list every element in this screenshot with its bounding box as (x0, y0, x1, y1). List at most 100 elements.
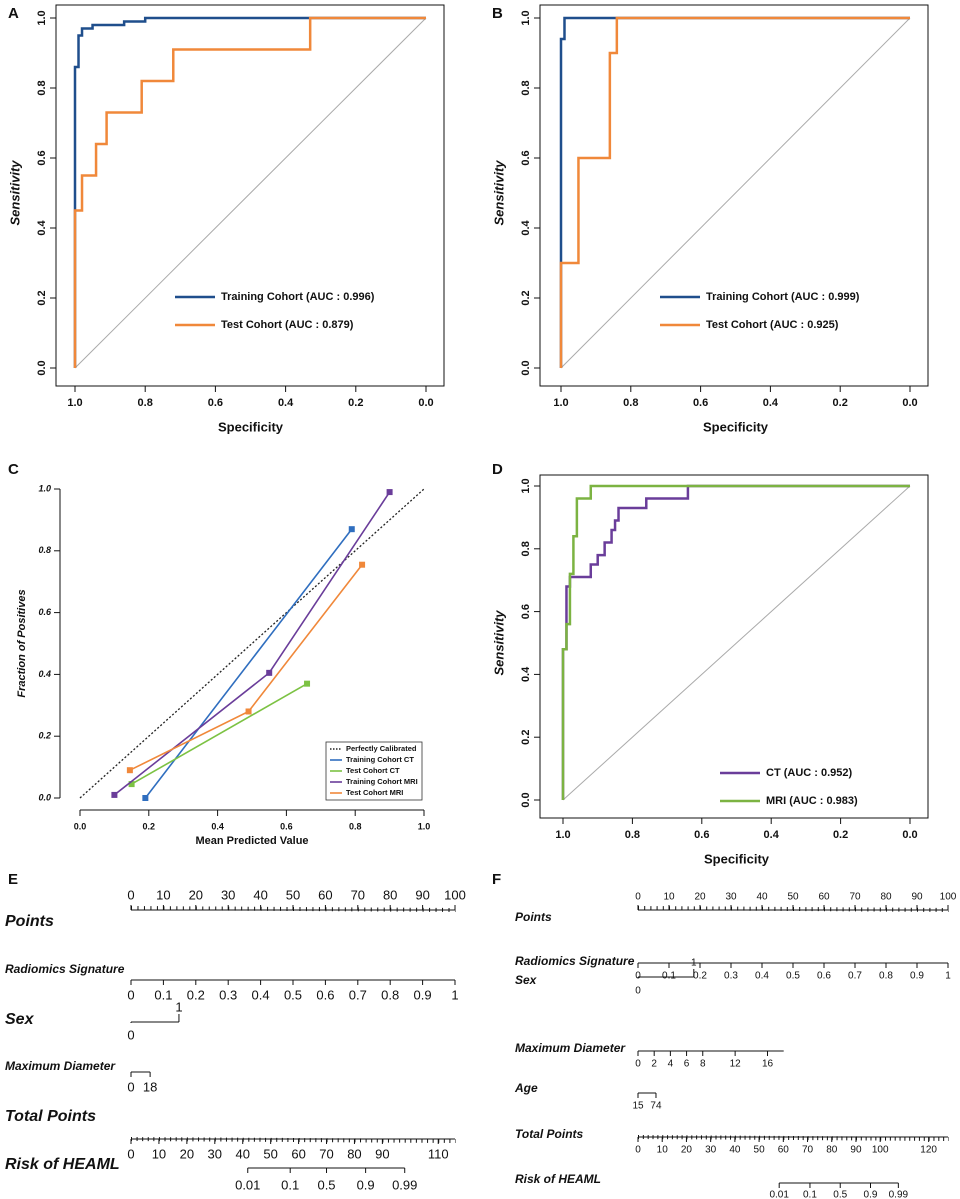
row-tick-label: 40 (729, 1145, 741, 1156)
reference-diagonal (562, 485, 911, 801)
row-tick-label: 12 (730, 1059, 742, 1070)
row-tick-label: 0 (635, 1059, 641, 1070)
y-tick-label: 0.2 (38, 731, 51, 741)
x-tick-label: 0.2 (833, 829, 848, 841)
plot-frame (55, 4, 445, 387)
row-name: Sex (515, 973, 538, 987)
row-tick-label: 0.1 (662, 971, 676, 982)
series-line (144, 528, 353, 799)
x-tick-label: 0.6 (693, 397, 708, 409)
legend-label: MRI (AUC : 0.983) (766, 795, 858, 807)
row-tick-label: 60 (818, 892, 830, 903)
row-tick-label: 70 (319, 1146, 333, 1161)
point-marker (266, 669, 273, 676)
x-tick-label: 0.8 (623, 397, 638, 409)
row-tick-label: 0.01 (769, 1190, 789, 1199)
legend-label: Perfectly Calibrated (346, 744, 417, 753)
row-tick-label: 0.4 (755, 971, 769, 982)
row-tick-label: 50 (286, 887, 300, 902)
row-tick-label: 0.5 (284, 987, 302, 1002)
legend-label: Training Cohort MRI (346, 777, 418, 786)
y-tick-label: 0.8 (520, 80, 532, 95)
row-tick-label: 0.1 (803, 1190, 817, 1199)
x-tick-label: 1.0 (555, 829, 570, 841)
x-tick-label: 0.6 (694, 829, 709, 841)
row-tick-label: 30 (208, 1146, 222, 1161)
row-tick-label: 10 (156, 887, 170, 902)
row-tick-label: 16 (762, 1059, 774, 1070)
row-tick-label: 0.9 (910, 971, 924, 982)
legend-label: Training Cohort (AUC : 0.996) (221, 291, 375, 303)
x-tick-label: 0.8 (138, 397, 153, 409)
row-tick-label: 10 (152, 1146, 166, 1161)
row-tick-label: 100 (872, 1145, 889, 1156)
reference-diagonal (74, 17, 427, 369)
row-tick-label: 0.9 (414, 987, 432, 1002)
y-tick-label: 0.2 (520, 290, 532, 305)
y-tick-label: 0.4 (520, 666, 532, 682)
x-tick-label: 0.4 (763, 397, 779, 409)
panel-letter: A (8, 5, 19, 22)
row-tick-label: 0.8 (879, 971, 893, 982)
row-tick-label: 0.7 (349, 987, 367, 1002)
row-tick-label: 0.5 (317, 1177, 335, 1192)
row-tick-label: 80 (880, 892, 892, 903)
row-tick-label: 0.01 (235, 1177, 260, 1192)
y-tick-label: 0.4 (36, 219, 48, 235)
row-tick-label: 120 (920, 1145, 937, 1156)
y-tick-label: 0.8 (38, 545, 51, 555)
row-tick-label: 0.6 (817, 971, 831, 982)
y-tick-label: 0.6 (520, 150, 532, 165)
row-name: Risk of HEAML (5, 1156, 120, 1173)
y-tick-label: 0.0 (36, 360, 48, 375)
series-line (73, 16, 426, 368)
y-tick-label: 1.0 (520, 478, 532, 493)
row-tick-label: 70 (351, 887, 365, 902)
row-name: Risk of HEAML (515, 1172, 601, 1186)
row-name: Maximum Diameter (5, 1059, 116, 1073)
y-tick-label: 0.4 (520, 219, 532, 235)
row-tick-label: 0.2 (693, 971, 707, 982)
row-tick-label: 110 (428, 1146, 449, 1161)
row-tick-label: 100 (444, 887, 466, 902)
row-tick-label: 0.5 (786, 971, 800, 982)
row-tick-label: 10 (657, 1145, 669, 1156)
row-tick-label: 4 (668, 1059, 674, 1070)
panel-letter: F (492, 871, 501, 888)
row-tick-label: 0.3 (724, 971, 738, 982)
y-tick-label: 1.0 (36, 10, 48, 25)
panel-letter: D (492, 461, 503, 478)
legend-label: Training Cohort (AUC : 0.999) (706, 291, 860, 303)
y-tick-label: 0.8 (520, 541, 532, 556)
row-tick-label: 0.8 (381, 987, 399, 1002)
row-tick-label: 15 (632, 1101, 644, 1112)
x-tick-label: 1.0 (67, 397, 82, 409)
row-tick-label: 70 (802, 1145, 814, 1156)
row-tick-label: 40 (756, 892, 768, 903)
y-tick-label: 0.0 (520, 792, 532, 807)
x-tick-label: 0.4 (764, 829, 780, 841)
row-tick-label: 0.6 (316, 987, 334, 1002)
legend-label: Test Cohort MRI (346, 788, 403, 797)
row-tick-label: 90 (850, 1145, 862, 1156)
row-tick-label: 60 (318, 887, 332, 902)
row-tick-label: 90 (415, 887, 429, 902)
row-tick-label: 1 (451, 987, 458, 1002)
x-tick-label: 0.0 (902, 397, 917, 409)
y-axis-title: Fraction of Positives (16, 589, 28, 697)
x-tick-label: 0.6 (280, 821, 293, 831)
row-tick-label: 70 (849, 892, 861, 903)
x-tick-label: 0.2 (833, 397, 848, 409)
row-tick-label: 18 (143, 1079, 157, 1094)
row-tick-label: 0 (127, 987, 134, 1002)
y-axis-title: Sensitivity (491, 160, 506, 226)
x-tick-label: 0.4 (211, 821, 224, 831)
y-tick-label: 0.6 (38, 607, 52, 617)
point-marker (304, 680, 311, 687)
row-tick-label: 0.9 (357, 1177, 375, 1192)
series-line (559, 16, 910, 368)
row-tick-label: 0.99 (392, 1177, 417, 1192)
row-name: Maximum Diameter (515, 1041, 626, 1055)
legend-label: CT (AUC : 0.952) (766, 767, 853, 779)
row-name: Total Points (515, 1127, 584, 1141)
